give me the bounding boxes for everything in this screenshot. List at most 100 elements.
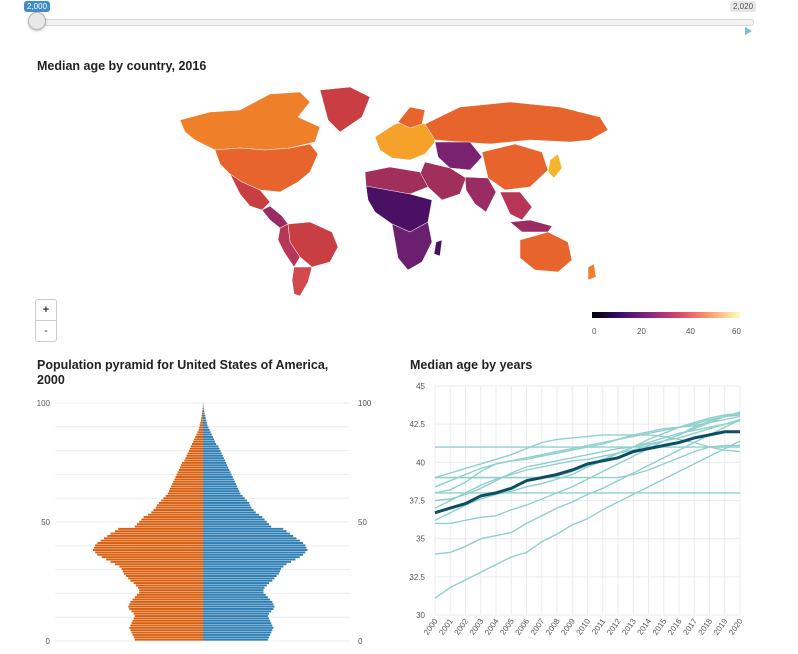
pyramid-bar-left <box>139 589 203 592</box>
pyramid-bar-right <box>203 638 268 641</box>
pyramid-bar-left <box>94 546 203 549</box>
pyramid-bar-right <box>203 539 300 542</box>
pyramid-bar-left <box>134 638 203 641</box>
pyramid-title: Population pyramid for United States of … <box>37 358 329 387</box>
line-chart-series <box>435 414 741 525</box>
pyramid-bar-right <box>203 525 272 528</box>
pyramid-bar-left <box>130 600 203 603</box>
pyramid-bar-left <box>95 551 203 554</box>
pyramid-bar-left <box>129 626 203 629</box>
line-chart-y-tick: 30 <box>416 611 425 620</box>
line-chart-x-tick: 2014 <box>636 617 654 637</box>
pyramid-bar-right <box>203 577 275 580</box>
legend-tick: 20 <box>637 327 646 336</box>
map-country-japan <box>547 153 563 179</box>
pyramid-bar-right <box>203 600 273 603</box>
pyramid-bar-left <box>138 586 203 589</box>
pyramid-bar-right <box>203 629 273 632</box>
pyramid-bar-left <box>104 537 203 540</box>
pyramid-bar-right <box>203 438 214 441</box>
pyramid-bar-right <box>203 551 306 554</box>
pyramid-bar-right <box>203 610 272 613</box>
pyramid-bar-right <box>203 565 284 568</box>
pyramid-bar-right <box>203 480 235 483</box>
pyramid-bar-left <box>182 461 203 464</box>
pyramid-bar-left <box>178 468 203 471</box>
slider-track[interactable] <box>36 19 754 26</box>
pyramid-bar-right <box>203 579 273 582</box>
pyramid-bar-left <box>200 419 203 422</box>
pyramid-bar-left <box>184 459 203 462</box>
zoom-in-button[interactable]: + <box>35 299 57 321</box>
pyramid-bar-left <box>129 603 203 606</box>
pyramid-bar-left <box>133 636 203 639</box>
pyramid-bar-right <box>203 532 290 535</box>
map-region-central-america <box>261 205 289 229</box>
pyramid-bar-right <box>203 612 269 615</box>
pyramid-bar-right <box>203 560 291 563</box>
pyramid-bar-left <box>151 511 203 514</box>
pyramid-bar-right <box>203 575 277 577</box>
pyramid-bar-left <box>128 577 203 580</box>
pyramid-bar-right <box>203 417 206 420</box>
pyramid-bar-right <box>203 445 219 448</box>
pyramid-y-tick-left: 0 <box>46 637 51 646</box>
slider-handle[interactable] <box>28 12 46 30</box>
pyramid-bar-right <box>203 513 260 516</box>
pyramid-bar-left <box>95 544 203 547</box>
pyramid-bar-right <box>203 471 231 474</box>
pyramid-bar-right <box>203 593 266 596</box>
line-chart-x-tick: 2013 <box>620 617 638 637</box>
pyramid-bar-right <box>203 501 250 504</box>
map-region-scandinavia <box>397 106 426 129</box>
pyramid-bar-right <box>203 567 282 570</box>
pyramid-bar-left <box>139 591 203 594</box>
line-chart-series <box>434 434 741 479</box>
pyramid-bar-left <box>137 523 203 526</box>
pyramid-bar-left <box>131 610 203 613</box>
pyramid-bar-right <box>203 563 287 566</box>
pyramid-bar-left <box>179 466 203 469</box>
year-slider[interactable]: 2,000 2,020 <box>0 0 798 40</box>
pyramid-bar-left <box>129 608 203 610</box>
pyramid-bar-right <box>203 461 227 464</box>
pyramid-bar-right <box>203 483 236 486</box>
line-chart-x-tick: 2009 <box>559 617 577 637</box>
legend-tick: 40 <box>686 327 695 336</box>
line-chart-y-tick: 32.5 <box>409 573 425 582</box>
pyramid-bar-left <box>170 487 203 490</box>
map-country-australia <box>519 231 573 273</box>
pyramid-bar-right <box>203 582 269 585</box>
map-country-madagascar <box>433 239 443 257</box>
pyramid-bar-right <box>203 589 264 592</box>
pyramid-bar-right <box>203 617 269 620</box>
pyramid-bar-left <box>199 424 203 427</box>
pyramid-bar-right <box>203 457 224 460</box>
pyramid-bar-left <box>202 410 203 413</box>
pyramid-bar-left <box>194 438 203 441</box>
line-chart-highlight-series <box>434 430 740 515</box>
slider-min-label: 2,000 <box>24 1 51 12</box>
pyramid-bar-right <box>203 504 251 507</box>
pyramid-bar-right <box>203 466 229 469</box>
pyramid-bar-left <box>130 624 203 627</box>
play-icon[interactable] <box>745 27 752 35</box>
zoom-out-button[interactable]: - <box>35 320 57 342</box>
pyramid-bar-right <box>203 443 217 446</box>
pyramid-bar-right <box>203 626 274 629</box>
pyramid-bar-left <box>106 558 203 561</box>
pyramid-bar-right <box>203 558 296 561</box>
pyramid-bar-left <box>171 485 203 488</box>
pyramid-bar-left <box>200 421 203 424</box>
pyramid-bar-right <box>203 435 213 438</box>
pyramid-bar-left <box>131 622 203 625</box>
pyramid-bar-right <box>203 572 279 575</box>
pyramid-bar-left <box>141 518 203 521</box>
world-map[interactable] <box>170 82 620 302</box>
pyramid-bar-left <box>133 582 203 585</box>
pyramid-bar-left <box>175 476 203 479</box>
legend-tick: 60 <box>732 327 741 336</box>
pyramid-bar-right <box>203 631 272 634</box>
map-country-russia <box>424 101 609 145</box>
pyramid-bar-left <box>188 450 203 453</box>
